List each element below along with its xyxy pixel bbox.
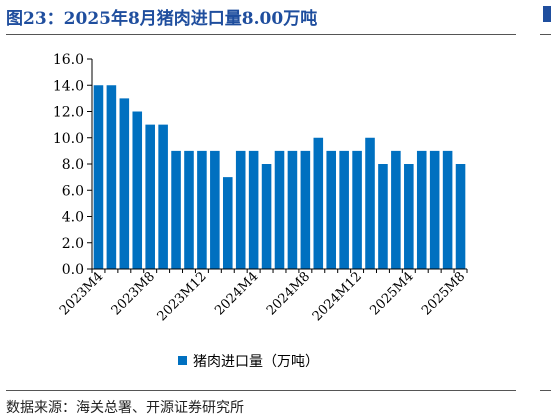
y-tick-label: 12.0 <box>53 105 84 121</box>
source-note: 数据来源：海关总署、开源证券研究所 <box>6 400 244 416</box>
bar-2024M9 <box>313 137 324 269</box>
y-tick-label: 6.0 <box>62 183 84 199</box>
y-tick-label: 0.0 <box>62 262 84 278</box>
y-tick-label: 10.0 <box>53 131 84 147</box>
bar-2024M12 <box>352 150 362 270</box>
bar-2024M5 <box>261 164 272 269</box>
top-divider <box>6 34 516 35</box>
figure-title: 图23：2025年8月猪肉进口量8.00万吨 <box>6 9 318 29</box>
x-tick-label: 2023M12 <box>155 269 210 324</box>
bottom-divider-cropped <box>540 390 551 391</box>
cropped-next-figure-marker <box>543 6 551 22</box>
bar-2023M6 <box>119 98 130 270</box>
bar-2024M4 <box>248 150 259 270</box>
bar-2023M4 <box>93 85 104 269</box>
bar-2023M10 <box>171 150 181 270</box>
x-tick-label: 2025M8 <box>419 269 468 318</box>
legend-swatch <box>178 356 187 365</box>
bar-chart: 0.0 2.0 4.0 6.0 8.0 10.0 12.0 14.0 16.0 2023M4 20… <box>53 52 469 370</box>
y-tick-label: 2.0 <box>62 236 84 252</box>
bar-2023M12 <box>197 150 207 270</box>
bar-2024M7 <box>287 150 298 270</box>
bottom-divider <box>6 390 516 391</box>
bar-2024M6 <box>274 150 285 270</box>
bar-2024M3 <box>235 150 246 270</box>
y-tick-label: 8.0 <box>62 157 84 173</box>
x-tick-label: 2023M8 <box>109 269 158 318</box>
top-divider-cropped <box>540 34 551 35</box>
bar-2023M11 <box>184 150 194 270</box>
x-tick-label: 2025M4 <box>367 269 416 318</box>
bar-2023M8 <box>145 124 155 270</box>
bar-2024M10 <box>326 150 337 270</box>
bar-2024M1 <box>210 150 220 270</box>
bar-2024M2 <box>222 177 233 270</box>
bars-layer <box>93 85 466 270</box>
y-tick-label: 14.0 <box>53 78 84 94</box>
bar-2023M9 <box>158 124 168 270</box>
legend: 猪肉进口量（万吨） <box>178 354 319 370</box>
x-tick-label: 2024M8 <box>264 269 313 318</box>
bar-2025M5 <box>416 150 427 270</box>
bar-2024M8 <box>300 150 311 270</box>
legend-label: 猪肉进口量（万吨） <box>193 354 319 370</box>
bar-2025M7 <box>442 150 453 270</box>
bar-2025M4 <box>404 164 414 269</box>
x-tick-label: 2024M12 <box>310 269 365 324</box>
y-axis: 0.0 2.0 4.0 6.0 8.0 10.0 12.0 14.0 16.0 <box>53 52 93 278</box>
bar-2024M11 <box>339 150 349 270</box>
x-tick-label: 2024M4 <box>212 269 261 318</box>
y-tick-label: 4.0 <box>62 210 84 226</box>
bar-2025M8 <box>455 164 466 269</box>
bar-2025M1 <box>365 137 375 269</box>
bar-2023M5 <box>106 85 117 269</box>
bar-2023M7 <box>132 111 143 269</box>
bar-2025M2 <box>378 164 388 269</box>
bar-2025M6 <box>429 150 440 270</box>
y-tick-label: 16.0 <box>53 52 84 68</box>
bar-2025M3 <box>391 150 401 270</box>
